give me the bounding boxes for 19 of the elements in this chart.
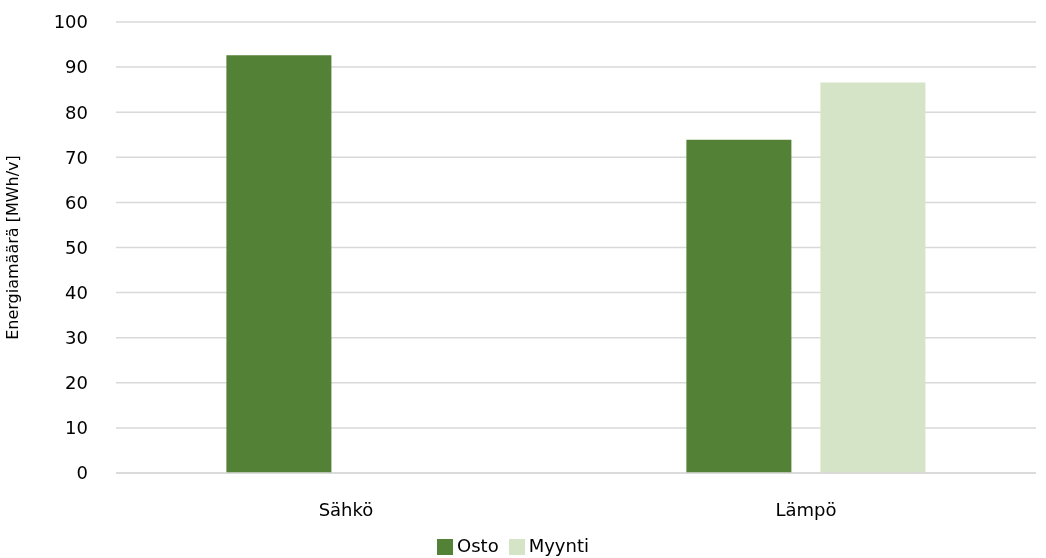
y-tick-label: 80 (65, 101, 88, 123)
x-tick-label: Sähkö (318, 498, 374, 520)
y-tick-label: 100 (53, 11, 88, 33)
legend-label: Myynti (528, 535, 589, 556)
bar (820, 82, 926, 473)
y-tick-label: 50 (65, 236, 88, 258)
y-tick-label: 10 (65, 417, 88, 439)
y-tick-label: 90 (65, 56, 88, 78)
y-tick-label: 40 (65, 281, 88, 303)
x-tick-label: Lämpö (775, 498, 837, 520)
y-tick-label: 0 (76, 462, 88, 484)
y-axis-title: Energiamäärä [MWh/v] (2, 155, 22, 340)
bar (226, 55, 332, 473)
y-tick-label: 70 (65, 146, 88, 168)
y-tick-label: 60 (65, 191, 88, 213)
y-tick-label: 20 (65, 372, 88, 394)
y-tick-label: 30 (65, 327, 88, 349)
bar (686, 139, 792, 473)
legend-label: Osto (457, 535, 499, 556)
